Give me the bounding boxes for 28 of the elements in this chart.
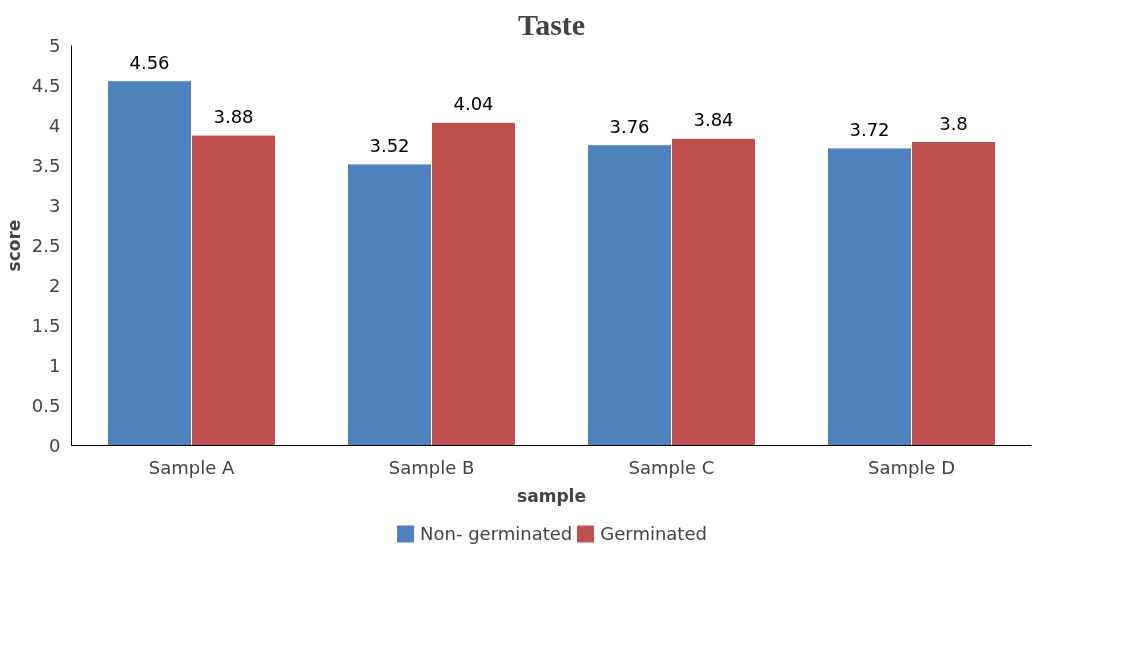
data-label: 3.52: [369, 134, 410, 156]
y-axis-title: score: [3, 219, 24, 272]
y-tick-label: 0: [49, 435, 61, 456]
data-label: 3.8: [939, 112, 968, 134]
y-tick-label: 5: [49, 35, 61, 56]
data-label: 3.84: [693, 109, 734, 131]
y-tick-label: 3.5: [31, 155, 61, 176]
x-axis-title: sample: [517, 485, 586, 506]
x-tick-label: Sample D: [867, 456, 956, 478]
y-tick-label: 0.5: [31, 395, 61, 416]
legend-label: Non- germinated: [420, 522, 573, 544]
data-label: 3.76: [609, 115, 650, 137]
y-tick-label: 2.5: [31, 235, 61, 256]
x-tick-label: Sample B: [388, 456, 475, 478]
y-tick-label: 1: [49, 355, 61, 376]
x-tick-label: Sample A: [148, 456, 235, 478]
y-tick-label: 3: [49, 195, 61, 216]
data-label: 4.04: [453, 93, 494, 115]
data-label: 3.88: [213, 106, 254, 128]
legend-label: Germinated: [600, 522, 707, 544]
y-tick-label: 4: [49, 115, 61, 136]
y-tick-label: 2: [49, 275, 61, 296]
y-tick-label: 4.5: [31, 75, 61, 96]
data-label: 3.72: [849, 118, 890, 140]
y-tick-label: 1.5: [31, 315, 61, 336]
data-label: 4.56: [129, 51, 170, 73]
x-tick-label: Sample C: [628, 456, 715, 478]
chart-title: Taste: [517, 7, 586, 41]
